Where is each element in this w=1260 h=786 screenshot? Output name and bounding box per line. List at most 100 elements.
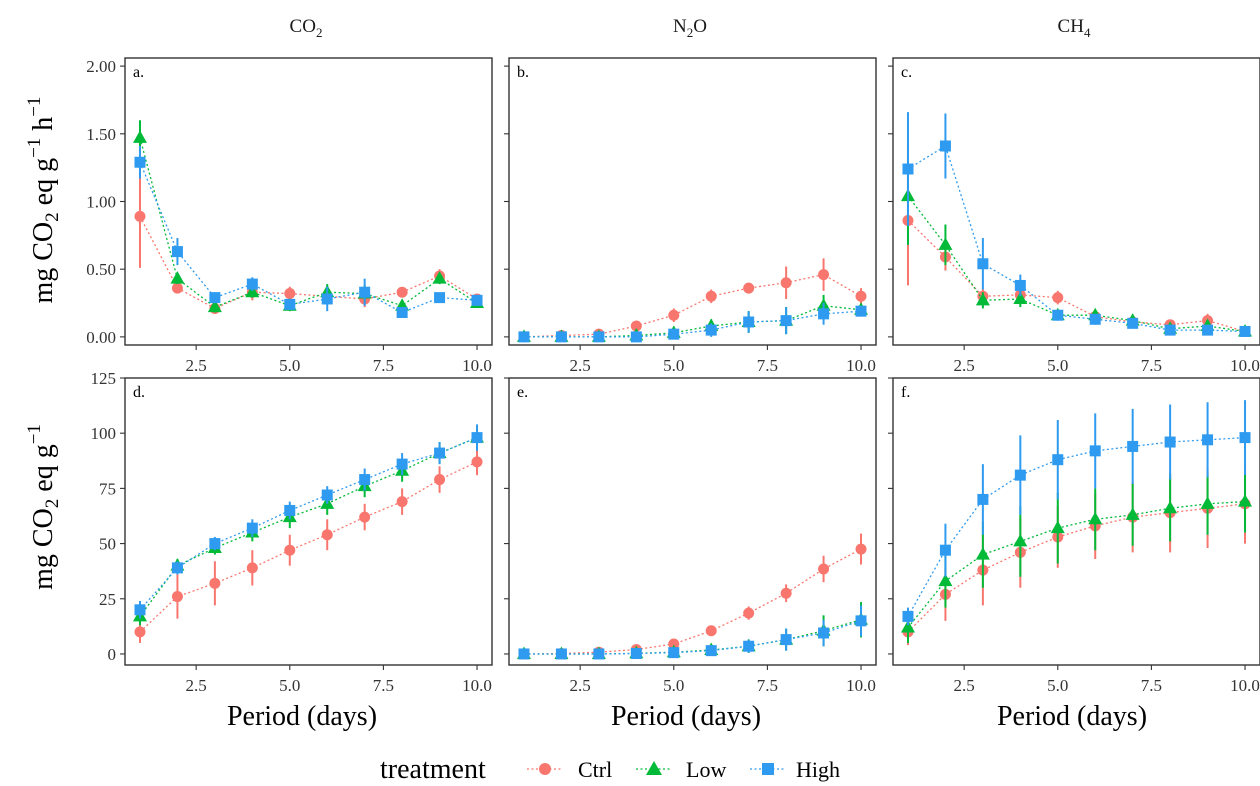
y-tick-label-a: 1.00: [86, 193, 116, 212]
x-tick-label-e: 10.0: [846, 676, 876, 695]
point-low: [1200, 496, 1215, 509]
point-high: [1164, 324, 1176, 336]
point-ctrl: [818, 563, 830, 575]
point-ctrl: [434, 474, 446, 486]
panel-label-b: b.: [517, 64, 529, 81]
point-high: [818, 308, 830, 320]
point-high: [939, 140, 951, 152]
point-ctrl: [284, 544, 296, 556]
point-high: [284, 298, 296, 310]
panel-label-e: e.: [517, 384, 528, 401]
panel-label-a: a.: [133, 64, 144, 81]
point-ctrl: [743, 607, 755, 619]
series-line-high: [139, 436, 478, 611]
point-ctrl: [209, 577, 221, 589]
series-ctrl-a: [134, 164, 483, 314]
x-tick-label-e: 7.5: [757, 676, 778, 695]
series-line-high: [139, 161, 478, 314]
y-axis-label-top: mg CO2 eq g−1 h−1: [24, 96, 63, 303]
point-high: [593, 648, 605, 660]
point-low: [170, 271, 185, 284]
point-high: [1089, 313, 1101, 325]
point-high: [902, 163, 914, 175]
series-low-d: [132, 426, 485, 626]
series-line-low: [524, 305, 862, 338]
panels: 2.5 5.0 7.5 10.0 0.00 0.50 1.00 1.50 2.00 a. 2.5 5.…: [86, 57, 1260, 695]
point-high: [134, 604, 146, 616]
series-line-low: [524, 619, 862, 655]
point-high: [1164, 436, 1176, 448]
x-tick-label-f: 5.0: [1047, 676, 1068, 695]
point-ctrl: [134, 210, 146, 222]
point-low: [207, 299, 222, 313]
point-ctrl: [705, 290, 717, 302]
series-line-ctrl: [907, 220, 1246, 333]
x-tick-label-e: 5.0: [663, 676, 684, 695]
series-high-f: [902, 400, 1251, 626]
point-ctrl: [668, 309, 680, 321]
series-ctrl-f: [902, 464, 1251, 646]
x-tick-label-a: 7.5: [373, 356, 394, 375]
legend-item-low: Low: [636, 757, 726, 782]
x-tick-label-c: 10.0: [1230, 356, 1260, 375]
x-tick-label-d: 2.5: [186, 676, 207, 695]
x-tick-label-b: 10.0: [846, 356, 876, 375]
y-axis-label-bottom: mg CO2 eq g−1: [24, 424, 63, 590]
series-ctrl-b: [518, 258, 867, 343]
x-tick-label-c: 7.5: [1141, 356, 1162, 375]
x-axis-label-n2o: Period (days): [611, 701, 761, 732]
panel-label-d: d.: [133, 384, 145, 401]
panel-frame-e: [508, 377, 877, 666]
point-high: [321, 489, 333, 501]
point-high: [246, 278, 258, 290]
series-low-a: [132, 120, 485, 313]
x-tick-label-b: 2.5: [570, 356, 591, 375]
point-high: [1239, 432, 1251, 444]
y-tick-label-d: 75: [99, 479, 116, 498]
point-high: [359, 286, 371, 298]
point-ctrl: [284, 288, 296, 300]
point-ctrl: [1052, 292, 1064, 304]
series-low-e: [516, 602, 869, 659]
point-high: [1052, 454, 1064, 466]
series-ctrl-e: [518, 533, 867, 660]
point-high: [171, 562, 183, 574]
series-line-low: [139, 137, 478, 308]
series-line-low: [139, 436, 478, 617]
panel-b: 2.5 5.0 7.5 10.0 b.: [504, 57, 877, 375]
series-line-low: [907, 195, 1246, 333]
point-ctrl: [396, 496, 408, 508]
series-high-d: [134, 424, 483, 619]
series-ctrl-c: [902, 155, 1251, 337]
point-ctrl: [743, 282, 755, 294]
column-title-co2: CO2: [290, 16, 323, 40]
x-tick-label-a: 10.0: [462, 356, 492, 375]
point-high: [593, 331, 605, 343]
y-tick-label-a: 2.00: [86, 57, 116, 76]
series-high-a: [134, 145, 483, 319]
point-high: [1089, 445, 1101, 457]
point-ctrl: [246, 562, 258, 574]
column-title-n2o: N2O: [673, 16, 707, 40]
series-line-ctrl: [139, 461, 478, 633]
y-tick-label-d: 50: [99, 535, 116, 554]
point-low: [1088, 511, 1103, 525]
x-tick-label-f: 7.5: [1141, 676, 1162, 695]
point-high: [246, 522, 258, 534]
legend-key-low: [646, 761, 662, 775]
panel-d: 2.5 5.0 7.5 10.0 0 25 50 75 100 125 d.: [91, 369, 493, 695]
point-high: [321, 293, 333, 305]
series-ctrl-d: [134, 448, 483, 643]
point-low: [1238, 494, 1253, 507]
y-tick-label-d: 0: [108, 645, 117, 664]
point-high: [134, 156, 146, 168]
point-high: [284, 504, 296, 516]
point-ctrl: [818, 269, 830, 281]
x-tick-label-a: 5.0: [279, 356, 300, 375]
panel-frame-c: [892, 57, 1260, 346]
x-tick-label-d: 5.0: [279, 676, 300, 695]
point-high: [209, 538, 221, 550]
y-tick-label-d: 25: [99, 590, 116, 609]
point-high: [1014, 279, 1026, 291]
series-line-ctrl: [907, 503, 1246, 633]
